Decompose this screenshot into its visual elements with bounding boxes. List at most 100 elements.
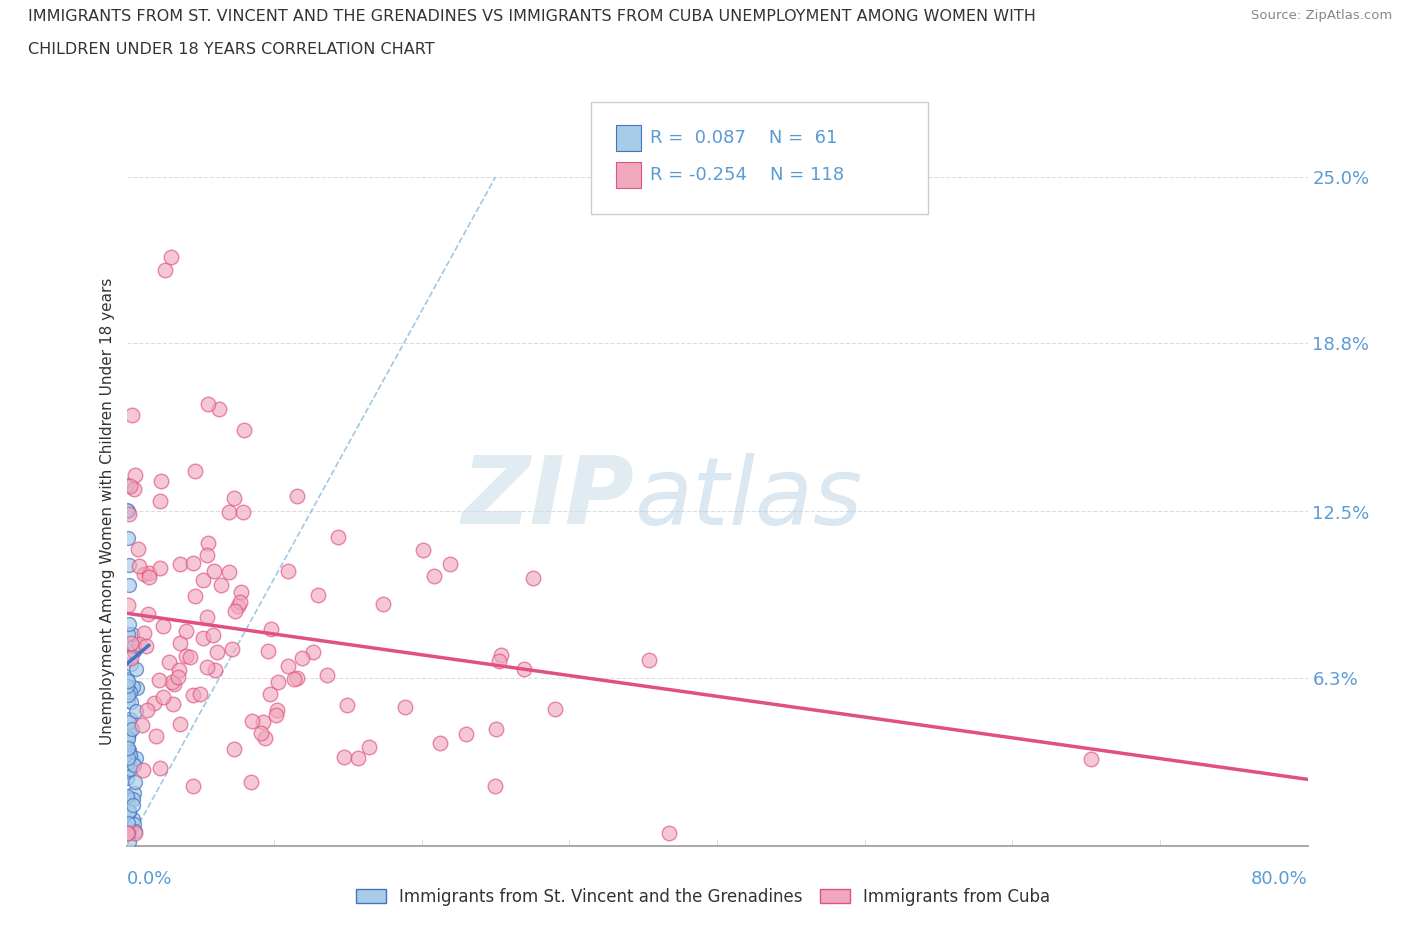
Point: [488, 654, 510, 669]
Point: [316, 667, 339, 682]
Text: R =  0.087    N =  61: R = 0.087 N = 61: [650, 128, 837, 147]
Point: [195, 660, 218, 675]
Point: [489, 648, 512, 663]
Point: [159, 249, 183, 264]
Point: [124, 826, 146, 841]
Point: [181, 556, 204, 571]
Point: [117, 673, 139, 688]
Point: [120, 636, 142, 651]
Point: [117, 504, 139, 519]
Point: [160, 674, 183, 689]
Point: [221, 642, 243, 657]
Point: [132, 763, 155, 777]
Point: [115, 679, 138, 694]
Point: [118, 715, 141, 730]
Point: [1080, 751, 1102, 766]
Point: [117, 762, 139, 777]
Point: [149, 561, 172, 576]
Point: [118, 804, 141, 819]
Point: [167, 670, 190, 684]
Point: [174, 624, 197, 639]
Point: [277, 564, 299, 578]
Point: [125, 703, 148, 718]
Point: [184, 463, 207, 478]
Point: [264, 708, 287, 723]
Point: [124, 775, 146, 790]
Point: [256, 644, 278, 658]
Point: [333, 750, 356, 764]
Point: [120, 694, 142, 709]
Point: [118, 506, 141, 521]
Point: [115, 764, 138, 778]
Point: [229, 595, 252, 610]
Point: [394, 699, 416, 714]
Point: [326, 530, 349, 545]
Point: [454, 726, 477, 741]
Point: [148, 494, 170, 509]
Point: [283, 671, 305, 686]
Point: [117, 751, 139, 765]
Point: [124, 824, 146, 839]
Point: [118, 762, 141, 777]
Point: [169, 716, 191, 731]
Point: [118, 820, 141, 835]
Point: [266, 702, 288, 717]
Point: [242, 713, 264, 728]
Point: [188, 686, 211, 701]
Point: [429, 736, 451, 751]
Point: [291, 650, 314, 665]
Point: [162, 697, 184, 711]
Point: [117, 531, 139, 546]
Point: [117, 732, 139, 747]
Point: [124, 786, 146, 801]
Y-axis label: Unemployment Among Women with Children Under 18 years: Unemployment Among Women with Children U…: [100, 278, 115, 745]
Point: [204, 662, 226, 677]
Point: [122, 679, 145, 694]
Point: [197, 397, 219, 412]
Point: [218, 505, 240, 520]
Point: [135, 639, 157, 654]
Text: 80.0%: 80.0%: [1251, 870, 1308, 887]
Legend: Immigrants from St. Vincent and the Grenadines, Immigrants from Cuba: Immigrants from St. Vincent and the Gren…: [349, 881, 1057, 912]
Point: [122, 791, 145, 806]
Text: atlas: atlas: [634, 453, 863, 544]
Text: R = -0.254    N = 118: R = -0.254 N = 118: [650, 166, 844, 184]
Point: [122, 644, 145, 658]
Point: [118, 684, 141, 699]
Point: [259, 686, 281, 701]
Point: [277, 658, 299, 673]
Point: [222, 491, 245, 506]
Point: [174, 648, 197, 663]
Point: [131, 717, 153, 732]
Point: [122, 638, 145, 653]
Point: [115, 502, 138, 517]
Point: [117, 755, 139, 770]
Point: [118, 804, 141, 819]
Point: [117, 740, 139, 755]
Point: [359, 739, 381, 754]
Point: [145, 728, 167, 743]
Point: [117, 792, 139, 807]
Point: [142, 696, 165, 711]
Point: [128, 558, 150, 573]
Point: [117, 687, 139, 702]
Point: [412, 542, 434, 557]
Point: [115, 826, 138, 841]
Point: [218, 565, 240, 579]
Point: [253, 731, 276, 746]
Point: [127, 541, 149, 556]
Point: [117, 598, 139, 613]
Point: [122, 757, 145, 772]
Point: [121, 627, 143, 642]
Point: [138, 569, 160, 584]
Point: [184, 589, 207, 604]
Point: [117, 682, 139, 697]
Point: [124, 817, 146, 831]
Point: [193, 573, 215, 588]
Point: [157, 655, 180, 670]
Point: [259, 621, 281, 636]
Point: [208, 402, 231, 417]
Point: [439, 556, 461, 571]
Point: [308, 588, 330, 603]
Point: [115, 671, 138, 686]
